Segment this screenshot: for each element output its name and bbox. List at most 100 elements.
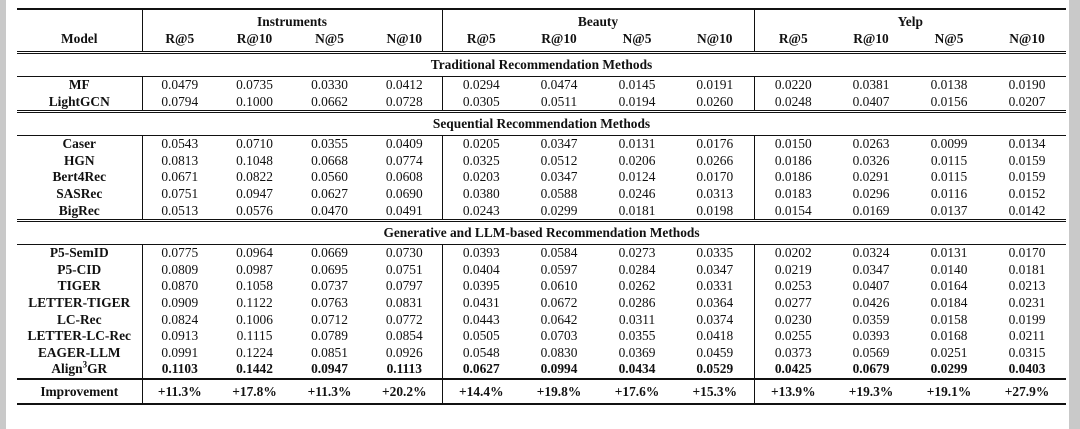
metric-value-cell: 0.0459 <box>696 344 734 360</box>
metric-value-cell: 0.0703 <box>540 328 578 344</box>
metric-value-cell: 0.0299 <box>540 202 578 218</box>
metric-header: N@10 <box>386 31 423 46</box>
metric-value-cell: 0.0251 <box>930 344 968 360</box>
metric-value-cell: 0.0851 <box>311 344 348 360</box>
model-name-cell: BigRec <box>58 202 100 218</box>
metric-value-cell: 0.0751 <box>141 185 217 203</box>
metric-value-cell: 0.0763 <box>311 294 348 310</box>
metric-header: R@5 <box>441 30 520 53</box>
metric-value-cell: 0.0512 <box>540 152 578 168</box>
metric-value-cell: 0.0407 <box>852 93 890 109</box>
metric-value-cell: 0.0331 <box>696 278 734 294</box>
table-row: LightGCN 0.0794 0.1000 0.0662 0.0728 0.0305 0.… <box>17 93 1066 112</box>
metric-header: N@10 <box>1009 31 1045 46</box>
table-row: TIGER 0.0870 0.1058 0.0737 0.0797 0.0395 0.061… <box>17 278 1066 295</box>
metric-value-cell: 0.0176 <box>696 136 734 152</box>
metric-value-cell: 0.0926 <box>385 344 423 360</box>
metric-value-cell: 0.0712 <box>311 311 348 327</box>
metric-value-cell: 0.0913 <box>141 328 217 345</box>
metric-value-cell: 0.0262 <box>618 278 656 294</box>
metric-value-cell: 0.0751 <box>385 261 423 277</box>
metric-value-cell: 0.0315 <box>1008 344 1046 360</box>
metric-value-cell: 0.0560 <box>311 169 348 185</box>
metric-value-cell: 0.0610 <box>540 278 578 294</box>
metric-value-cell: 0.0347 <box>540 136 578 152</box>
metric-header: R@10 <box>236 31 273 46</box>
metric-value-cell: 0.0164 <box>930 278 968 294</box>
metric-value-cell: 0.0277 <box>753 294 832 312</box>
metric-value-cell: 0.0679 <box>852 361 890 377</box>
metric-value-cell: 0.0513 <box>141 202 217 221</box>
metric-value-cell: 0.0548 <box>441 344 520 362</box>
metric-value-cell: 0.0529 <box>696 361 734 377</box>
model-name-cell: P5-CID <box>57 261 102 277</box>
metric-value-cell: 0.0286 <box>618 294 656 310</box>
metric-value-cell: 0.0627 <box>441 361 520 379</box>
metric-value-cell: 0.0156 <box>930 93 968 109</box>
metric-value-cell: 0.0159 <box>1008 169 1046 185</box>
metric-value-cell: 0.0479 <box>141 76 217 94</box>
paper-sheet: Instruments Beauty Yelp Model R@5 R@10 N@5 N@10… <box>6 0 1069 429</box>
table-body: Traditional Recommendation Methods MF 0.04… <box>17 51 1067 404</box>
metric-value-cell: 0.0253 <box>753 278 832 295</box>
metric-value-cell: 0.0206 <box>618 152 656 168</box>
metric-value-cell: 0.0170 <box>696 169 734 185</box>
metric-value-cell: 0.0374 <box>696 311 734 327</box>
table-row: BigRec 0.0513 0.0576 0.0470 0.0491 0.0243 0.02… <box>17 202 1066 221</box>
metric-value-cell: 0.0137 <box>930 202 968 218</box>
metric-value-cell: 0.0824 <box>141 311 217 329</box>
metric-value-cell: 0.0246 <box>618 185 656 201</box>
model-name-tail: GR <box>87 361 108 377</box>
metric-value-cell: 0.0474 <box>540 77 578 92</box>
metric-header: R@10 <box>541 31 577 46</box>
improvement-row: Improvement +11.3% +17.8% +11.3% +20.2% +14.4… <box>17 377 1067 404</box>
improvement-value-cell: +19.3% <box>832 377 910 404</box>
metric-value-cell: 0.0407 <box>852 278 890 294</box>
table-row: P5-CID 0.0809 0.0987 0.0695 0.0751 0.0404 0.05… <box>17 261 1066 279</box>
metric-value-cell: 0.0347 <box>540 169 578 185</box>
improvement-value-cell: +19.1% <box>910 377 988 404</box>
metric-value-cell: 0.0813 <box>141 152 217 170</box>
table-row: Bert4Rec 0.0671 0.0822 0.0560 0.0608 0.0203 0.… <box>17 169 1066 186</box>
metric-value-cell: 0.0964 <box>236 245 273 261</box>
metric-value-cell: 0.0140 <box>930 261 968 277</box>
metric-value-cell: 0.0207 <box>1008 93 1046 109</box>
metric-value-cell: 0.0728 <box>385 93 423 109</box>
benchmark-results-table: Instruments Beauty Yelp Model R@5 R@10 N@5 N@10… <box>17 8 1067 405</box>
model-name-cell: LETTER-TIGER <box>28 294 131 310</box>
metric-value-cell: 0.1058 <box>236 278 273 294</box>
metric-header: N@5 <box>934 31 964 46</box>
metric-value-cell: 0.0263 <box>852 136 890 152</box>
metric-value-cell: 0.1048 <box>236 152 273 168</box>
metric-value-cell: 0.0099 <box>930 136 968 152</box>
metric-value-cell: 0.0608 <box>385 169 423 185</box>
metric-value-cell: 0.0380 <box>441 185 520 203</box>
metric-value-cell: 0.0404 <box>441 261 520 279</box>
metric-header: R@10 <box>853 31 889 46</box>
metric-value-cell: 0.0324 <box>852 245 890 261</box>
metric-value-cell: 0.0364 <box>696 294 734 310</box>
metric-value-cell: 0.0325 <box>441 152 520 170</box>
improvement-value-cell: +17.6% <box>598 377 676 404</box>
metric-value-cell: 0.0183 <box>753 185 832 203</box>
metric-value-cell: 0.0115 <box>930 152 968 168</box>
metric-value-cell: 0.0426 <box>852 294 890 310</box>
metric-value-cell: 0.0947 <box>311 361 348 377</box>
model-name-cell: Caser <box>62 136 96 152</box>
metric-value-cell: 0.0797 <box>385 278 423 294</box>
metric-value-cell: 0.0854 <box>385 328 423 344</box>
metric-value-cell: 0.0393 <box>441 244 520 262</box>
metric-value-cell: 0.0213 <box>1008 278 1046 294</box>
improvement-value-cell: +14.4% <box>441 377 520 404</box>
model-name-cell: TIGER <box>57 278 101 294</box>
metric-value-cell: 0.1113 <box>386 361 422 377</box>
metric-value-cell: 0.1006 <box>236 311 273 327</box>
metric-value-cell: 0.0181 <box>1008 261 1046 277</box>
metric-value-cell: 0.0491 <box>385 202 423 218</box>
metric-value-cell: 0.0543 <box>141 135 217 153</box>
metric-value-cell: 0.1103 <box>141 361 217 379</box>
metric-value-cell: 0.0159 <box>1008 152 1046 168</box>
improvement-value-cell: +11.3% <box>141 377 217 404</box>
metric-value-cell: 0.0359 <box>852 311 890 327</box>
metric-value-cell: 0.0142 <box>1008 202 1046 218</box>
